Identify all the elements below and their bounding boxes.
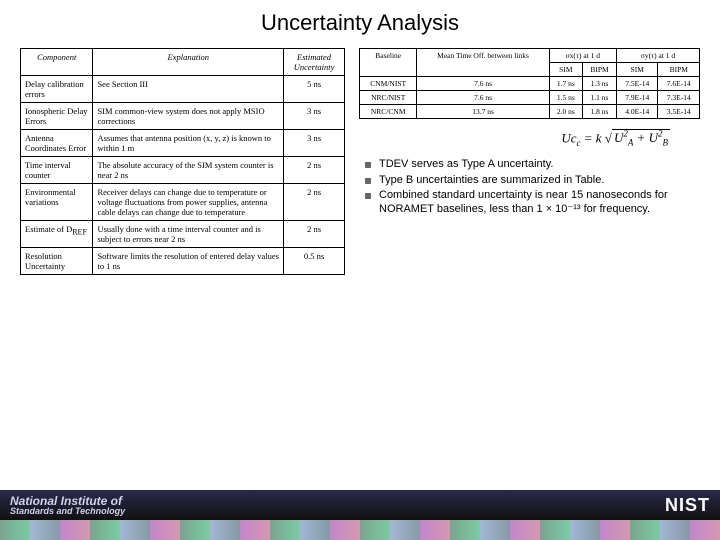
baseline-cell: CNM/NIST [360,77,417,91]
table-row: Antenna Coordinates ErrorAssumes that an… [21,130,345,157]
baseline-cell: 3.5E-14 [658,105,700,119]
combined-uncertainty-formula: Ucc = k √U2A + U2B [359,129,700,148]
uncertainty-cell: 3 ns [284,103,345,130]
tblB-h3: σx(τ) at 1 d [549,49,616,63]
table-row: CNM/NIST7.6 ns1.7 ns1.3 ns7.5E-147.6E-14 [360,77,700,91]
footer: National Institute of Standards and Tech… [0,490,720,540]
footer-strip [0,520,720,540]
tblA-h2: Explanation [93,49,284,76]
baseline-cell: NRC/NIST [360,91,417,105]
explanation-cell: The absolute accuracy of the SIM system … [93,157,284,184]
table-row: Environmental variationsReceiver delays … [21,184,345,221]
table-row: Resolution UncertaintySoftware limits th… [21,248,345,275]
uncertainty-cell: 2 ns [284,221,345,248]
uncertainty-cell: 5 ns [284,76,345,103]
footer-institute-name: National Institute of Standards and Tech… [10,495,125,516]
page-title: Uncertainty Analysis [0,10,720,36]
explanation-cell: See Section III [93,76,284,103]
left-column: Component Explanation Estimated Uncertai… [20,48,345,540]
baseline-cell: 7.9E-14 [616,91,657,105]
bullet-item: Combined standard uncertainty is near 15… [365,189,700,217]
tblB-sub3: BIPM [658,63,700,77]
baseline-cell: 4.0E-14 [616,105,657,119]
component-cell: Estimate of DREF [21,221,93,248]
uncertainty-cell: 2 ns [284,184,345,221]
component-cell: Ionospheric Delay Errors [21,103,93,130]
component-cell: Delay calibration errors [21,76,93,103]
baseline-cell: 1.7 ns [549,77,582,91]
table-row: Estimate of DREFUsually done with a time… [21,221,345,248]
tblB-h4: σy(τ) at 1 d [616,49,699,63]
explanation-cell: Software limits the resolution of entere… [93,248,284,275]
baseline-cell: NRC/CNM [360,105,417,119]
tblA-h3: Estimated Uncertainty [284,49,345,76]
right-column: Baseline Mean Time Off. between links σx… [359,48,700,540]
tblB-h2: Mean Time Off. between links [417,49,549,77]
tblB-h1: Baseline [360,49,417,77]
baseline-cell: 7.6 ns [417,77,549,91]
bullet-item: Type B uncertainties are summarized in T… [365,174,700,188]
component-cell: Resolution Uncertainty [21,248,93,275]
table-row: NRC/NIST7.6 ns1.5 ns1.1 ns7.9E-147.3E-14 [360,91,700,105]
table-row: NRC/CNM13.7 ns2.0 ns1.8 ns4.0E-143.5E-14 [360,105,700,119]
tblB-sub2: SIM [616,63,657,77]
uncertainty-cell: 2 ns [284,157,345,184]
uncertainty-cell: 0.5 ns [284,248,345,275]
table-row: Time interval counterThe absolute accura… [21,157,345,184]
component-cell: Antenna Coordinates Error [21,130,93,157]
summary-bullets: TDEV serves as Type A uncertainty. Type … [359,158,700,219]
nist-logo: NIST [665,495,710,516]
baseline-cell: 1.5 ns [549,91,582,105]
baseline-cell: 7.6 ns [417,91,549,105]
baseline-cell: 1.1 ns [583,91,617,105]
baseline-cell: 2.0 ns [549,105,582,119]
explanation-cell: SIM common-view system does not apply MS… [93,103,284,130]
baseline-cell: 7.5E-14 [616,77,657,91]
uncertainty-components-table: Component Explanation Estimated Uncertai… [20,48,345,275]
baseline-cell: 1.3 ns [583,77,617,91]
baseline-cell: 7.6E-14 [658,77,700,91]
tblB-sub0: SIM [549,63,582,77]
bullet-item: TDEV serves as Type A uncertainty. [365,158,700,172]
tblB-sub1: BIPM [583,63,617,77]
explanation-cell: Receiver delays can change due to temper… [93,184,284,221]
component-cell: Time interval counter [21,157,93,184]
content-area: Component Explanation Estimated Uncertai… [0,48,720,540]
uncertainty-cell: 3 ns [284,130,345,157]
component-cell: Environmental variations [21,184,93,221]
table-row: Delay calibration errorsSee Section III5… [21,76,345,103]
baseline-cell: 7.3E-14 [658,91,700,105]
explanation-cell: Assumes that antenna position (x, y, z) … [93,130,284,157]
tblA-h1: Component [21,49,93,76]
baseline-table: Baseline Mean Time Off. between links σx… [359,48,700,119]
table-row: Ionospheric Delay ErrorsSIM common-view … [21,103,345,130]
baseline-cell: 13.7 ns [417,105,549,119]
baseline-cell: 1.8 ns [583,105,617,119]
explanation-cell: Usually done with a time interval counte… [93,221,284,248]
